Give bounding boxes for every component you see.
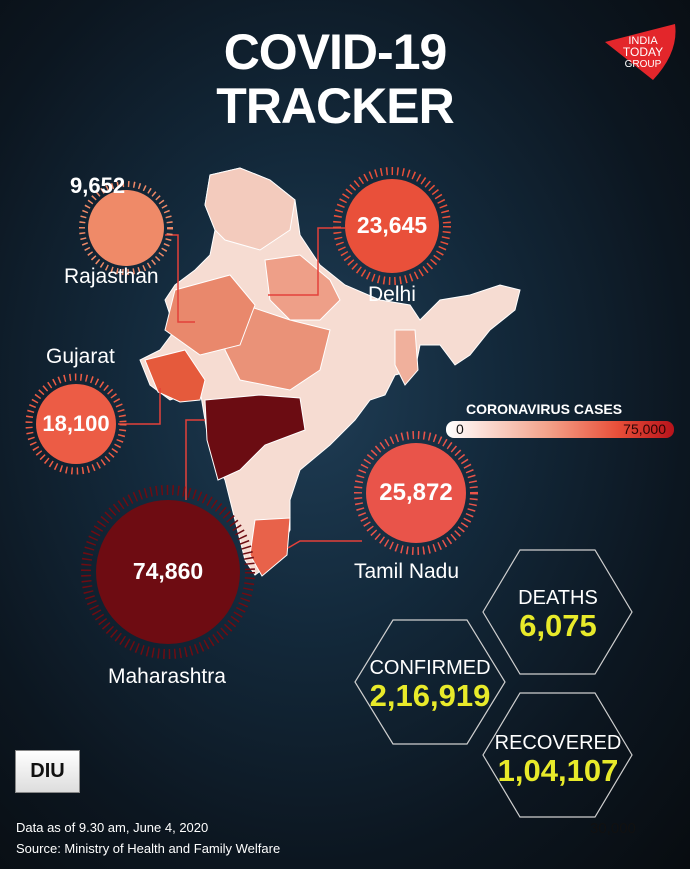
gujarat-label: Gujarat	[46, 345, 115, 368]
confirmed-value: 2,16,919	[369, 678, 491, 713]
svg-text:TODAY: TODAY	[623, 45, 663, 59]
legend-title: CORONAVIRUS CASES	[466, 401, 623, 417]
recovered-label: RECOVERED	[494, 732, 622, 754]
hexagon-recovered	[482, 692, 633, 818]
rajasthan-cases: 9,652	[70, 173, 126, 198]
map-region-up	[264, 254, 341, 321]
bubble-delhi	[333, 167, 451, 285]
gujarat-cases: 18,100	[42, 411, 110, 436]
confirmed-label: CONFIRMED	[369, 657, 491, 679]
map-region-mp	[224, 299, 331, 391]
rajasthan-label: Rajasthan	[64, 265, 159, 288]
svg-text:GROUP: GROUP	[625, 59, 662, 70]
tamil-nadu-label: Tamil Nadu	[354, 560, 460, 583]
delhi-cases: 23,645	[356, 212, 428, 238]
title-line-1: COVID-19	[223, 24, 448, 80]
map-region-wb	[394, 329, 419, 386]
legend-min: 0	[456, 421, 464, 437]
map-mainland	[139, 167, 521, 576]
svg-text:INDIA: INDIA	[628, 35, 658, 47]
bubble-gujarat	[25, 373, 127, 475]
maharashtra-cases: 74,860	[132, 558, 204, 584]
delhi-label: Delhi	[368, 283, 416, 306]
maharashtra-label: Maharashtra	[108, 665, 226, 688]
data-timestamp: Data as of 9.30 am, June 4, 2020	[16, 820, 209, 835]
india-today-logo: INDIA TODAY GROUP	[603, 22, 678, 80]
deaths-label: DEATHS	[518, 587, 598, 609]
hexagon-confirmed	[354, 619, 506, 745]
tamil-nadu-cases: 25,872	[379, 479, 453, 506]
map-region-north	[204, 167, 296, 251]
bubble-rajasthan	[79, 181, 173, 275]
title-line-2: TRACKER	[216, 78, 454, 134]
data-source: Source: Ministry of Health and Family We…	[16, 841, 281, 856]
legend-color-scale: 0 75,000	[446, 421, 674, 438]
map-state-rajasthan	[164, 274, 256, 356]
hexagon-deaths	[482, 549, 633, 675]
legend-max: 75,000	[623, 421, 666, 437]
deaths-value: 6,075	[519, 608, 597, 643]
map-state-tamil-nadu	[249, 517, 291, 577]
bubble-maharashtra	[81, 485, 255, 659]
stray-number: 30,000	[590, 820, 636, 837]
map-state-maharashtra	[204, 394, 306, 481]
bubble-tamil-nadu	[354, 431, 478, 555]
recovered-value: 1,04,107	[497, 753, 619, 788]
stat-hexagons	[354, 549, 633, 818]
diu-logo: DIU	[15, 750, 80, 793]
